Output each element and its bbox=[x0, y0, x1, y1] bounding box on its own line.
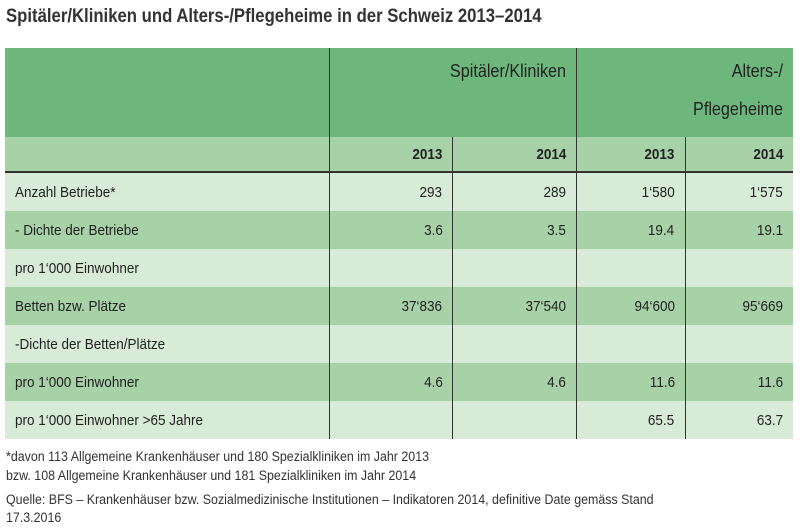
source-note: 17.3.2016 bbox=[6, 510, 62, 525]
table-row: Anzahl Betriebe* 293 289 1‘580 1‘575 bbox=[5, 172, 793, 211]
row-label: pro 1‘000 Einwohner >65 Jahre bbox=[5, 401, 330, 439]
cell-value bbox=[328, 325, 453, 363]
row-label: Anzahl Betriebe* bbox=[5, 172, 330, 211]
cell-value: 4.6 bbox=[452, 363, 577, 401]
row-label: Betten bzw. Plätze bbox=[5, 287, 330, 325]
table-row: pro 1‘000 Einwohner 4.6 4.6 11.6 11.6 bbox=[5, 363, 793, 401]
header-empty bbox=[5, 48, 330, 137]
cell-value bbox=[684, 325, 793, 363]
group-label: Pflegeheime bbox=[692, 99, 783, 119]
footnote: bzw. 108 Allgemeine Krankenhäuser und 18… bbox=[6, 468, 417, 483]
table-row: pro 1‘000 Einwohner bbox=[5, 249, 793, 287]
header-row-years: 2013 2014 2013 2014 bbox=[5, 137, 793, 173]
row-label: -Dichte der Betten/Plätze bbox=[5, 325, 330, 363]
cell-value bbox=[452, 401, 577, 439]
cell-value: 1‘580 bbox=[575, 172, 686, 211]
cell-value: 4.6 bbox=[328, 363, 453, 401]
cell-value: 94‘600 bbox=[575, 287, 686, 325]
source-note: Quelle: BFS – Krankenhäuser bzw. Sozialm… bbox=[6, 492, 654, 507]
table-row: -Dichte der Betten/Plätze bbox=[5, 325, 793, 363]
cell-value: 95‘669 bbox=[684, 287, 793, 325]
cell-value: 289 bbox=[452, 172, 577, 211]
cell-value: 19.4 bbox=[575, 211, 686, 249]
cell-value: 65.5 bbox=[575, 401, 686, 439]
cell-value: 11.6 bbox=[684, 363, 793, 401]
year-header: 2014 bbox=[684, 137, 793, 173]
row-label: pro 1‘000 Einwohner bbox=[5, 249, 330, 287]
cell-value: 3.6 bbox=[328, 211, 453, 249]
cell-value bbox=[328, 249, 453, 287]
cell-value bbox=[684, 249, 793, 287]
year-header: 2013 bbox=[328, 137, 453, 173]
header-empty bbox=[5, 137, 330, 173]
cell-value: 11.6 bbox=[575, 363, 686, 401]
year-header: 2013 bbox=[575, 137, 686, 173]
cell-value: 293 bbox=[328, 172, 453, 211]
cell-value bbox=[575, 325, 686, 363]
header-group-heime: Alters-/ Pflegeheime bbox=[575, 48, 793, 137]
group-label: Spitäler/Kliniken bbox=[449, 61, 566, 81]
header-row-groups: Spitäler/Kliniken Alters-/ Pflegeheime bbox=[5, 48, 793, 137]
cell-value: 63.7 bbox=[684, 401, 793, 439]
table-row: Betten bzw. Plätze 37‘836 37‘540 94‘600 95‘6… bbox=[5, 287, 793, 325]
group-label: Alters-/ bbox=[731, 61, 783, 81]
cell-value: 37‘836 bbox=[328, 287, 453, 325]
row-label: pro 1‘000 Einwohner bbox=[5, 363, 330, 401]
cell-value: 19.1 bbox=[684, 211, 793, 249]
cell-value bbox=[575, 249, 686, 287]
table-row: pro 1‘000 Einwohner >65 Jahre 65.5 63.7 bbox=[5, 401, 793, 439]
footnote: *davon 113 Allgemeine Krankenhäuser und … bbox=[6, 449, 430, 464]
cell-value bbox=[452, 325, 577, 363]
table-row: - Dichte der Betriebe 3.6 3.5 19.4 19.1 bbox=[5, 211, 793, 249]
header-group-spitaeler: Spitäler/Kliniken bbox=[329, 48, 577, 137]
cell-value: 3.5 bbox=[452, 211, 577, 249]
cell-value bbox=[328, 401, 453, 439]
year-header: 2014 bbox=[452, 137, 577, 173]
row-label: - Dichte der Betriebe bbox=[5, 211, 330, 249]
cell-value: 37‘540 bbox=[452, 287, 577, 325]
cell-value bbox=[452, 249, 577, 287]
table-title: Spitäler/Kliniken und Alters-/Pflegeheim… bbox=[6, 6, 542, 27]
data-table: Spitäler/Kliniken Alters-/ Pflegeheime 20… bbox=[5, 48, 793, 439]
cell-value: 1‘575 bbox=[684, 172, 793, 211]
